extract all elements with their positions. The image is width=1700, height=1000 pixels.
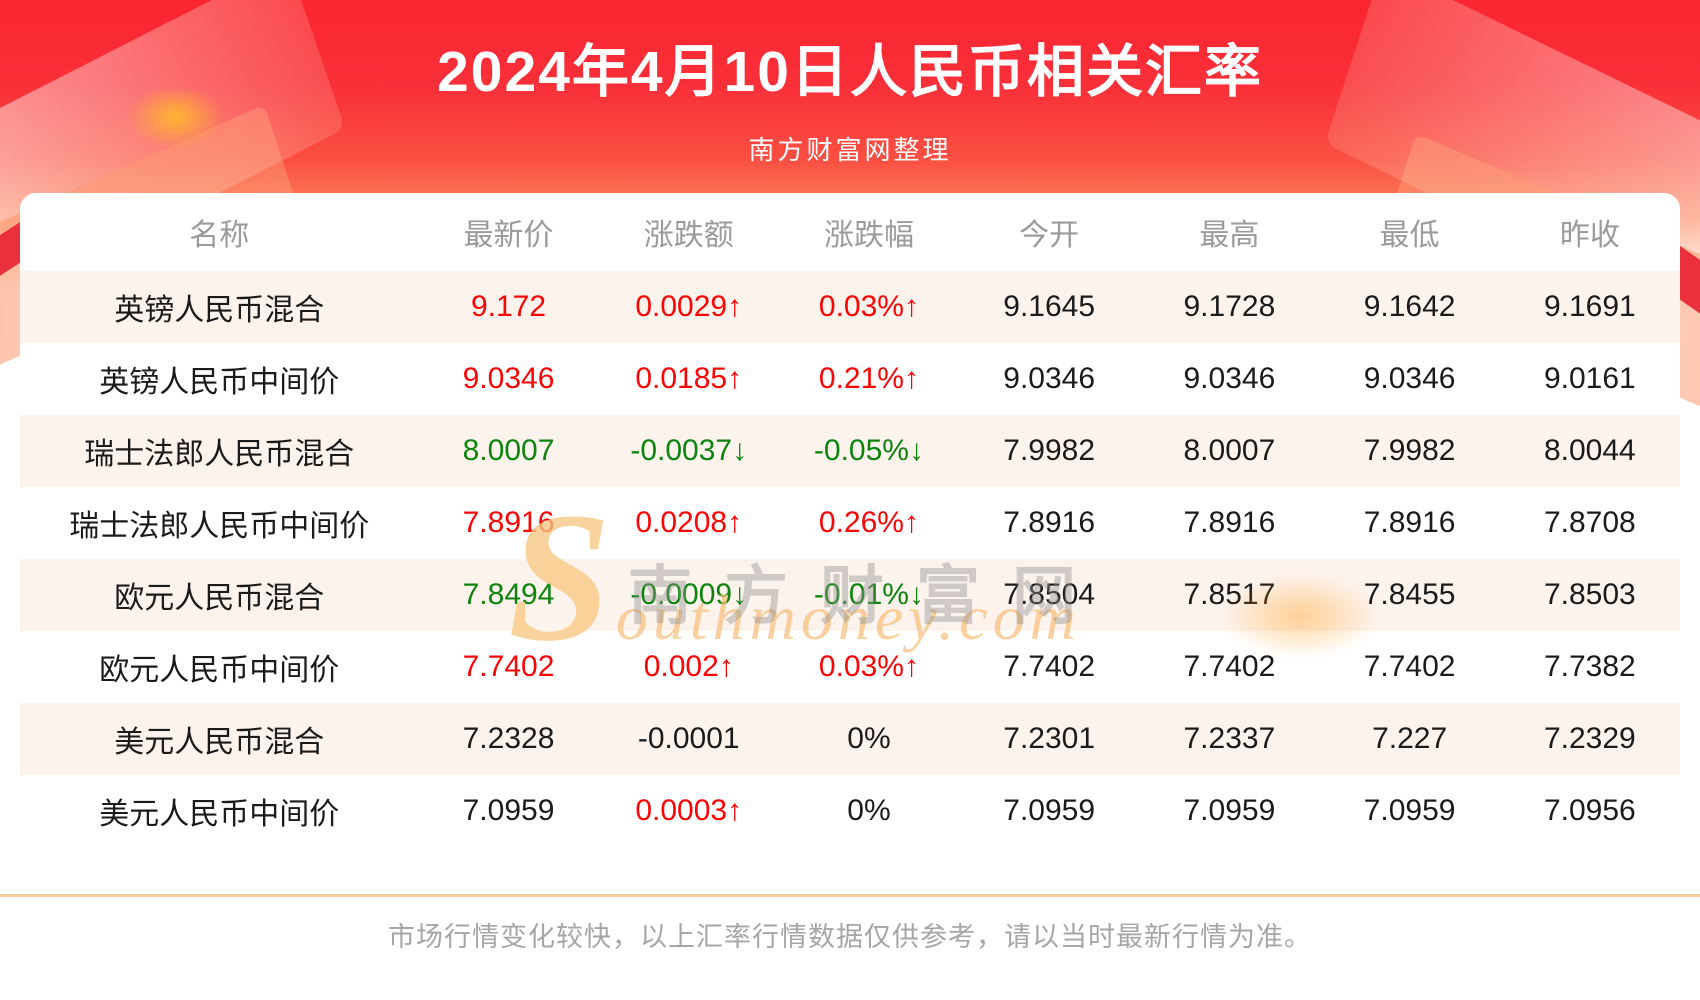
col-header-open: 今开 (1019, 219, 1080, 252)
low-price: 7.9982 (1363, 434, 1456, 467)
low-price: 7.0959 (1363, 794, 1456, 827)
prev-close: 7.2329 (1543, 722, 1636, 755)
table-row: 英镑人民币混合 9.172 0.0029↑ 0.03%↑ 9.1645 9.17… (20, 271, 1680, 343)
change-percent: 0.03%↑ (818, 650, 919, 683)
open-price: 7.0959 (1003, 794, 1096, 827)
change-amount: 0.0029↑ (635, 290, 743, 323)
change-amount: -0.0001 (637, 722, 740, 755)
change-percent: 0% (847, 794, 891, 827)
high-price: 9.1728 (1183, 290, 1276, 323)
change-percent: 0.03%↑ (818, 290, 919, 323)
high-price: 7.0959 (1183, 794, 1276, 827)
low-price: 7.7402 (1363, 650, 1456, 683)
col-header-prev: 昨收 (1559, 219, 1620, 252)
table-row: 英镑人民币中间价 9.0346 0.0185↑ 0.21%↑ 9.0346 9.… (20, 343, 1680, 415)
col-header-pct: 涨跌幅 (823, 219, 914, 252)
prev-close: 7.8708 (1543, 506, 1636, 539)
high-price: 7.2337 (1183, 722, 1276, 755)
high-price: 8.0007 (1183, 434, 1276, 467)
pair-name: 美元人民币中间价 (99, 798, 340, 831)
low-price: 7.8455 (1363, 578, 1456, 611)
latest-price: 7.0959 (462, 794, 555, 827)
latest-price: 8.0007 (462, 434, 555, 467)
table-header-row: 名称 最新价 涨跌额 涨跌幅 今开 最高 最低 昨收 (20, 193, 1680, 271)
change-amount: 0.0208↑ (635, 506, 743, 539)
prev-close: 9.1691 (1543, 290, 1636, 323)
prev-close: 7.8503 (1543, 578, 1636, 611)
change-amount: 0.0185↑ (635, 362, 743, 395)
change-amount: -0.0009↓ (630, 578, 748, 611)
latest-price: 7.8494 (462, 578, 555, 611)
footer: 市场行情变化较快，以上汇率行情数据仅供参考，请以当时最新行情为准。 (0, 894, 1700, 954)
pair-name: 瑞士法郎人民币混合 (84, 438, 355, 471)
disclaimer-text: 市场行情变化较快，以上汇率行情数据仅供参考，请以当时最新行情为准。 (388, 922, 1312, 952)
change-amount: -0.0037↓ (630, 434, 748, 467)
table-row: 瑞士法郎人民币混合 8.0007 -0.0037↓ -0.05%↓ 7.9982… (20, 415, 1680, 487)
pair-name: 英镑人民币中间价 (99, 366, 340, 399)
prev-close: 7.7382 (1543, 650, 1636, 683)
page-title: 2024年4月10日人民币相关汇率 (437, 40, 1263, 104)
rates-table: 名称 最新价 涨跌额 涨跌幅 今开 最高 最低 昨收 英镑人民币混合 9.172… (20, 193, 1680, 847)
change-percent: -0.05%↓ (813, 434, 924, 467)
col-header-latest: 最新价 (463, 219, 554, 252)
prev-close: 8.0044 (1543, 434, 1636, 467)
pair-name: 欧元人民币混合 (114, 582, 325, 615)
high-price: 9.0346 (1183, 362, 1276, 395)
pair-name: 欧元人民币中间价 (99, 654, 340, 687)
change-percent: -0.01%↓ (813, 578, 924, 611)
table-row: 欧元人民币混合 7.8494 -0.0009↓ -0.01%↓ 7.8504 7… (20, 559, 1680, 631)
low-price: 9.1642 (1363, 290, 1456, 323)
change-amount: 0.002↑ (643, 650, 734, 683)
latest-price: 7.7402 (462, 650, 555, 683)
change-percent: 0% (847, 722, 891, 755)
table-row: 美元人民币混合 7.2328 -0.0001 0% 7.2301 7.2337 … (20, 703, 1680, 775)
col-header-name: 名称 (189, 219, 250, 252)
prev-close: 9.0161 (1543, 362, 1636, 395)
table-row: 美元人民币中间价 7.0959 0.0003↑ 0% 7.0959 7.0959… (20, 775, 1680, 847)
open-price: 7.8916 (1003, 506, 1096, 539)
pair-name: 瑞士法郎人民币中间价 (69, 510, 370, 543)
open-price: 7.2301 (1003, 722, 1096, 755)
col-header-high: 最高 (1199, 219, 1260, 252)
prev-close: 7.0956 (1543, 794, 1636, 827)
latest-price: 9.0346 (462, 362, 555, 395)
pair-name: 英镑人民币混合 (114, 294, 325, 327)
latest-price: 7.8916 (462, 506, 555, 539)
low-price: 7.227 (1372, 722, 1448, 755)
latest-price: 9.172 (470, 290, 547, 323)
open-price: 9.0346 (1003, 362, 1096, 395)
rates-card: 名称 最新价 涨跌额 涨跌幅 今开 最高 最低 昨收 英镑人民币混合 9.172… (20, 193, 1680, 847)
high-price: 7.7402 (1183, 650, 1276, 683)
change-percent: 0.21%↑ (818, 362, 919, 395)
page-subtitle: 南方财富网整理 (748, 135, 952, 165)
table-row: 瑞士法郎人民币中间价 7.8916 0.0208↑ 0.26%↑ 7.8916 … (20, 487, 1680, 559)
high-price: 7.8517 (1183, 578, 1276, 611)
low-price: 9.0346 (1363, 362, 1456, 395)
pair-name: 美元人民币混合 (114, 726, 325, 759)
table-row: 欧元人民币中间价 7.7402 0.002↑ 0.03%↑ 7.7402 7.7… (20, 631, 1680, 703)
high-price: 7.8916 (1183, 506, 1276, 539)
change-amount: 0.0003↑ (635, 794, 743, 827)
open-price: 7.7402 (1003, 650, 1096, 683)
open-price: 7.9982 (1003, 434, 1096, 467)
change-percent: 0.26%↑ (818, 506, 919, 539)
open-price: 7.8504 (1003, 578, 1096, 611)
col-header-low: 最低 (1379, 219, 1440, 252)
low-price: 7.8916 (1363, 506, 1456, 539)
col-header-change: 涨跌额 (643, 219, 734, 252)
latest-price: 7.2328 (462, 722, 555, 755)
open-price: 9.1645 (1003, 290, 1096, 323)
